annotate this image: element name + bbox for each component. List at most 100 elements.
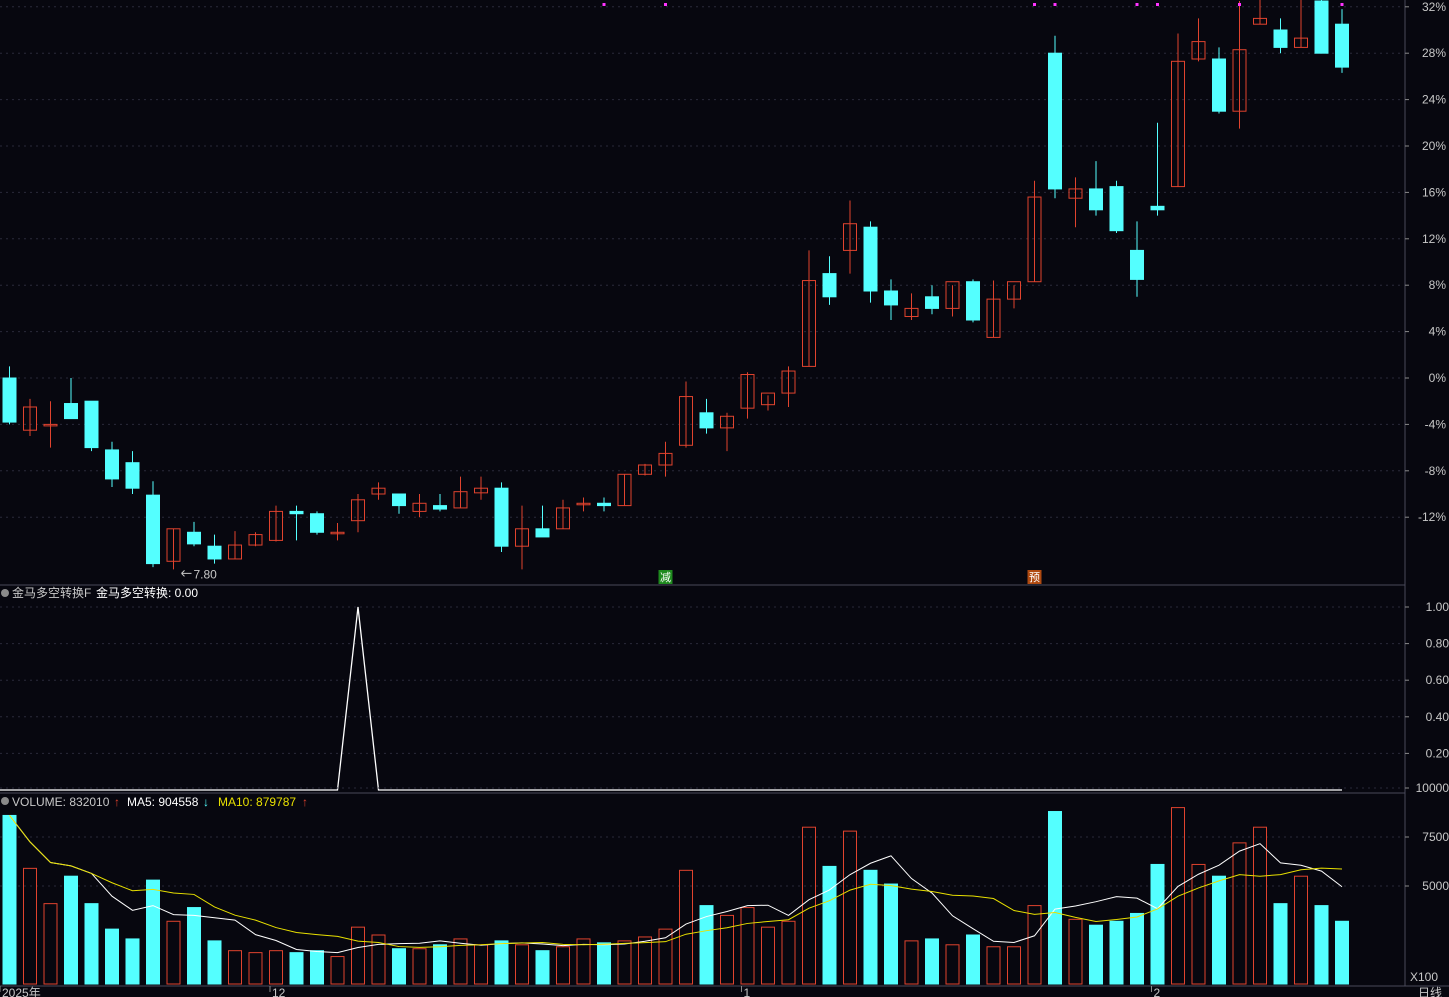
candle[interactable]: [658, 441, 673, 477]
volume-bar[interactable]: [679, 869, 693, 985]
volume-bar[interactable]: [925, 938, 939, 985]
candle[interactable]: [1109, 180, 1124, 233]
candle[interactable]: [966, 279, 980, 323]
volume-bar[interactable]: [515, 944, 529, 985]
candle[interactable]: [412, 494, 427, 518]
candle[interactable]: [863, 221, 878, 303]
volume-bar[interactable]: [1150, 863, 1165, 985]
candle-body[interactable]: [1109, 186, 1124, 232]
candle-body[interactable]: [1253, 17, 1267, 25]
candle-body[interactable]: [23, 406, 37, 431]
candle-body[interactable]: [166, 528, 181, 562]
candle-body[interactable]: [84, 400, 99, 449]
candle[interactable]: [23, 398, 37, 436]
candle[interactable]: [351, 494, 365, 533]
volume-bar[interactable]: [351, 926, 365, 985]
candle[interactable]: [125, 451, 140, 494]
volume-bar[interactable]: [1048, 811, 1062, 985]
candle-body[interactable]: [556, 507, 570, 530]
candle-body[interactable]: [1232, 49, 1247, 112]
volume-bar[interactable]: [1109, 920, 1124, 985]
candle[interactable]: [84, 400, 99, 452]
volume-bar[interactable]: [269, 950, 283, 985]
candle[interactable]: [2, 366, 17, 425]
volume-bar[interactable]: [1294, 875, 1308, 985]
volume-bar[interactable]: [761, 926, 775, 985]
candle[interactable]: [187, 521, 201, 547]
candle-body[interactable]: [1089, 188, 1103, 211]
volume-bar[interactable]: [740, 907, 755, 985]
candle[interactable]: [207, 534, 222, 564]
candle-body[interactable]: [289, 510, 304, 515]
volume-bar[interactable]: [863, 869, 878, 985]
candle[interactable]: [105, 441, 119, 488]
volume-bar[interactable]: [1027, 905, 1042, 985]
candle-body[interactable]: [884, 290, 898, 306]
volume-bar[interactable]: [597, 942, 611, 985]
candle-body[interactable]: [1335, 23, 1349, 68]
candle[interactable]: [289, 505, 304, 541]
volume-bar[interactable]: [125, 938, 140, 985]
candle[interactable]: [720, 412, 734, 452]
candle-body[interactable]: [1212, 58, 1226, 112]
candle-body[interactable]: [843, 223, 857, 251]
ma5-line[interactable]: [9, 815, 1343, 954]
candle-body[interactable]: [925, 296, 939, 309]
candle-body[interactable]: [64, 403, 78, 420]
candle[interactable]: [515, 505, 529, 570]
candle[interactable]: [1335, 9, 1349, 73]
candle-body[interactable]: [1007, 281, 1021, 300]
candle[interactable]: [1253, 0, 1267, 25]
candle[interactable]: [1150, 122, 1165, 216]
candle[interactable]: [761, 392, 775, 411]
candle[interactable]: [64, 378, 78, 420]
volume-bar[interactable]: [330, 956, 345, 985]
candle[interactable]: [453, 476, 468, 509]
candle-body[interactable]: [720, 415, 734, 429]
candle[interactable]: [1171, 33, 1185, 188]
candle[interactable]: [904, 293, 919, 320]
candle-body[interactable]: [802, 280, 816, 367]
volume-bar[interactable]: [289, 952, 304, 985]
indicator-toggle-icon[interactable]: [1, 589, 9, 597]
candle-body[interactable]: [679, 396, 693, 446]
volume-bar[interactable]: [84, 903, 99, 985]
volume-bar[interactable]: [1068, 918, 1083, 985]
candle-body[interactable]: [1273, 29, 1288, 48]
candle[interactable]: [392, 493, 406, 514]
candle-body[interactable]: [269, 510, 283, 541]
volume-bar[interactable]: [412, 948, 427, 985]
candle-body[interactable]: [310, 513, 324, 533]
candle-body[interactable]: [966, 281, 980, 321]
candle-body[interactable]: [1027, 196, 1042, 283]
volume-bar[interactable]: [638, 936, 652, 985]
volume-toggle-icon[interactable]: [1, 797, 9, 805]
signal-badge[interactable]: 减: [658, 570, 673, 584]
indicator-line[interactable]: [0, 606, 1342, 791]
candle[interactable]: [945, 281, 960, 317]
volume-bar[interactable]: [64, 875, 78, 985]
volume-bar[interactable]: [2, 814, 17, 985]
candle[interactable]: [1007, 281, 1021, 309]
candle[interactable]: [535, 505, 550, 538]
volume-bar[interactable]: [392, 948, 406, 985]
ma10-line[interactable]: [9, 815, 1343, 948]
candle-body[interactable]: [822, 273, 837, 298]
volume-bar[interactable]: [1171, 807, 1185, 985]
volume-bar[interactable]: [146, 879, 160, 985]
volume-bar[interactable]: [1253, 826, 1267, 985]
candle-body[interactable]: [617, 473, 632, 507]
candle-body[interactable]: [453, 491, 468, 509]
volume-bar[interactable]: [1212, 875, 1226, 985]
indicator-panel[interactable]: 1.00 0.80 0.60 0.40 0.20: [0, 600, 1449, 791]
candle[interactable]: [494, 482, 509, 552]
candle-body[interactable]: [351, 499, 365, 522]
candle[interactable]: [146, 481, 160, 568]
candle-body[interactable]: [781, 370, 796, 394]
candle-body[interactable]: [740, 374, 755, 409]
candle[interactable]: [228, 531, 242, 560]
volume-bar[interactable]: [781, 920, 796, 985]
candle-body[interactable]: [986, 298, 1001, 338]
candle-body[interactable]: [474, 487, 488, 494]
candle[interactable]: [269, 505, 283, 542]
